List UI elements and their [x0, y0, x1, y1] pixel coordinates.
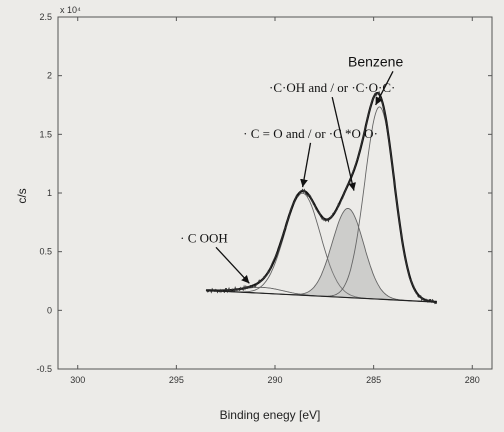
x-ticks: 300 295 290 285 280: [70, 17, 480, 385]
raw-spectrum: [205, 90, 438, 305]
annotation-label: · C OOH: [180, 230, 228, 245]
x-tick-label: 295: [169, 375, 184, 385]
x-tick-label: 285: [366, 375, 381, 385]
y-tick-label: 2.5: [39, 12, 52, 22]
spectrum-envelope: [206, 91, 437, 304]
annotation-arrow: [331, 96, 356, 191]
y-multiplier-label: x 10⁴: [60, 5, 81, 15]
x-tick-label: 300: [70, 375, 85, 385]
y-tick-label: 0.5: [39, 247, 52, 257]
annotation-label: Benzene: [348, 53, 403, 69]
annotation-label: ·C·OH and / or ·C·O·C·: [269, 80, 395, 95]
y-tick-label: -0.5: [36, 364, 52, 374]
y-ticks: 2.5 2 1.5 1 0.5 0 -0.5: [36, 12, 492, 374]
y-tick-label: 0: [47, 305, 52, 315]
annotation-arrow: [215, 246, 250, 284]
annotation-arrow: [300, 142, 312, 188]
x-axis-label: Binding enegy [eV]: [220, 408, 321, 422]
y-tick-label: 1.5: [39, 129, 52, 139]
annotation-label: · C = O and / or ·C *O O·: [243, 126, 378, 141]
annotation-arrow: [375, 70, 394, 106]
y-axis-label: c/s: [15, 188, 29, 203]
plot-frame: [57, 16, 493, 370]
y-tick-label: 1: [47, 188, 52, 198]
y-tick-label: 2: [47, 71, 52, 81]
baseline: [205, 289, 437, 303]
x-tick-label: 280: [465, 375, 480, 385]
peak-annotations: Benzene ·C·OH and / or ·C·O·C· · C = O and…: [180, 53, 403, 284]
x-tick-label: 290: [267, 375, 282, 385]
